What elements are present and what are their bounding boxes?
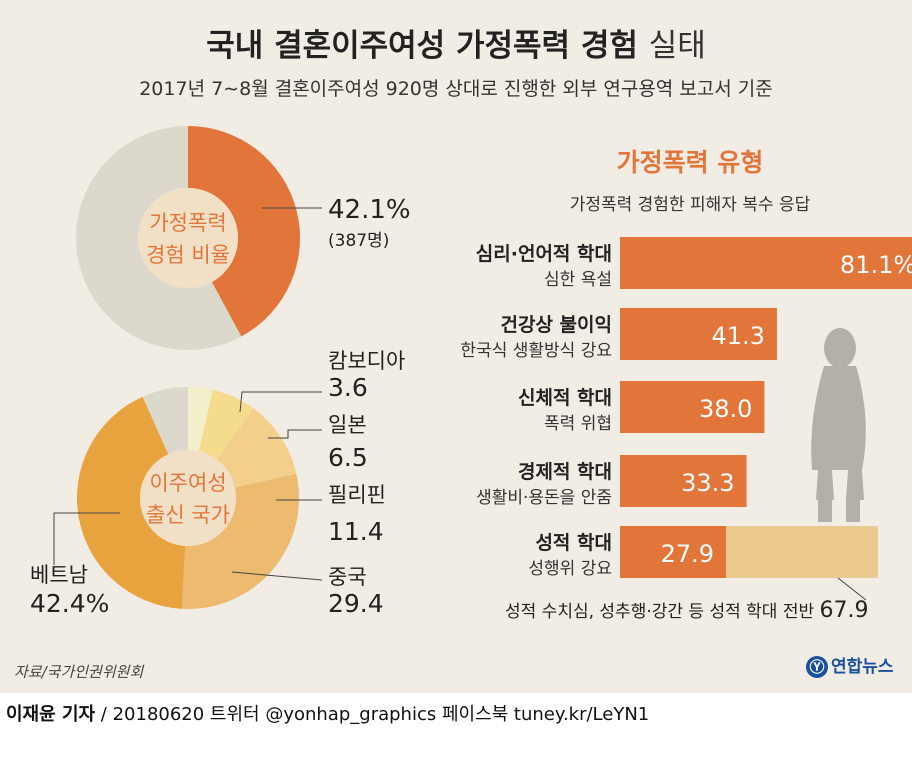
credit-line: 이재윤 기자 / 20180620 트위터 @yonhap_graphics 페… [6,704,650,725]
country-value-2: 11.4 [328,517,384,546]
ratio-count-label: (387명) [328,231,389,251]
bar-chart-title: 가정폭력 유형 [616,148,764,177]
country-leader-0 [239,391,322,413]
bar-value-1: 41.3 [712,322,765,350]
page-title: 국내 결혼이주여성 가정폭력 경험 실태 [206,28,706,64]
origin_country-center-label-1: 이주여성 [149,471,226,495]
bar-note-value: 67.9 [819,598,869,623]
country-leader-1 [268,429,322,439]
bar-subcategory-2: 폭력 위협 [544,414,612,434]
experience_ratio-slice-1 [76,126,242,350]
country-leader-4 [53,512,120,565]
origin_country-center [140,450,236,546]
country-label-0: 캄보디아 [328,349,405,373]
woman-silhouette-icon [811,328,866,522]
source-label: 자료/국가인권위원회 [14,663,144,681]
bar-1 [620,308,777,360]
origin_country-slice-2 [216,408,297,488]
origin_country-slice-4 [76,396,186,609]
country-label-3: 중국 [328,565,367,589]
country-value-3: 29.4 [328,589,384,618]
bar-0 [620,237,912,289]
bar-category-1: 건강상 불이익 [500,314,613,336]
country-leader-3 [231,571,323,581]
experience_ratio-center-label-2: 경험 비율 [146,243,230,267]
origin_country-slice-3 [181,473,299,609]
country-label-2: 필리핀 [328,483,386,507]
origin_country-slice-0 [188,387,213,452]
bar-4 [620,526,727,578]
bar-value-3: 33.3 [681,469,734,497]
bar-subcategory-4: 성행위 강요 [528,559,612,579]
bar-3 [620,455,747,507]
bar-2 [620,381,765,433]
experience_ratio-center [138,188,238,288]
bar-chart-subtitle: 가정폭력 경험한 피해자 복수 응답 [569,195,811,215]
experience_ratio-slice-0 [188,126,301,337]
overall-leader-line [837,577,867,601]
ratio-value-label: 42.1% [328,195,411,225]
origin_country-center-label-2: 출신 국가 [146,503,230,527]
bar-value-4: 27.9 [661,540,714,568]
bar-category-0: 심리·언어적 학대 [475,243,612,265]
bar-value-0: 81.1% [840,251,912,279]
country-value-0: 3.6 [328,373,368,402]
bar-subcategory-0: 심한 욕설 [544,270,612,290]
country-label-1: 일본 [328,413,367,437]
bar-value-2: 38.0 [699,395,752,423]
bar-category-3: 경제적 학대 [517,461,612,483]
experience_ratio-center-label-1: 가정폭력 [149,211,226,235]
country-value-4: 42.4% [30,589,109,618]
logo-icon: Ⓨ [806,656,828,678]
bar-subcategory-3: 생활비·용돈을 안줌 [476,488,612,508]
country-value-1: 6.5 [328,443,368,472]
bar-subcategory-1: 한국식 생활방식 강요 [460,341,612,361]
yonhap-logo: Ⓨ 연합뉴스 [806,652,894,678]
bar-note: 성적 수치심, 성추행·강간 등 성적 학대 전반 67.9 [505,598,869,623]
origin_country-slice-5 [142,387,188,455]
bar-category-4: 성적 학대 [535,532,612,554]
bar-category-2: 신체적 학대 [517,387,612,409]
country-label-4: 베트남 [30,563,88,587]
page-subtitle: 2017년 7∼8월 결혼이주여성 920명 상대로 진행한 외부 연구용역 보… [139,78,773,100]
